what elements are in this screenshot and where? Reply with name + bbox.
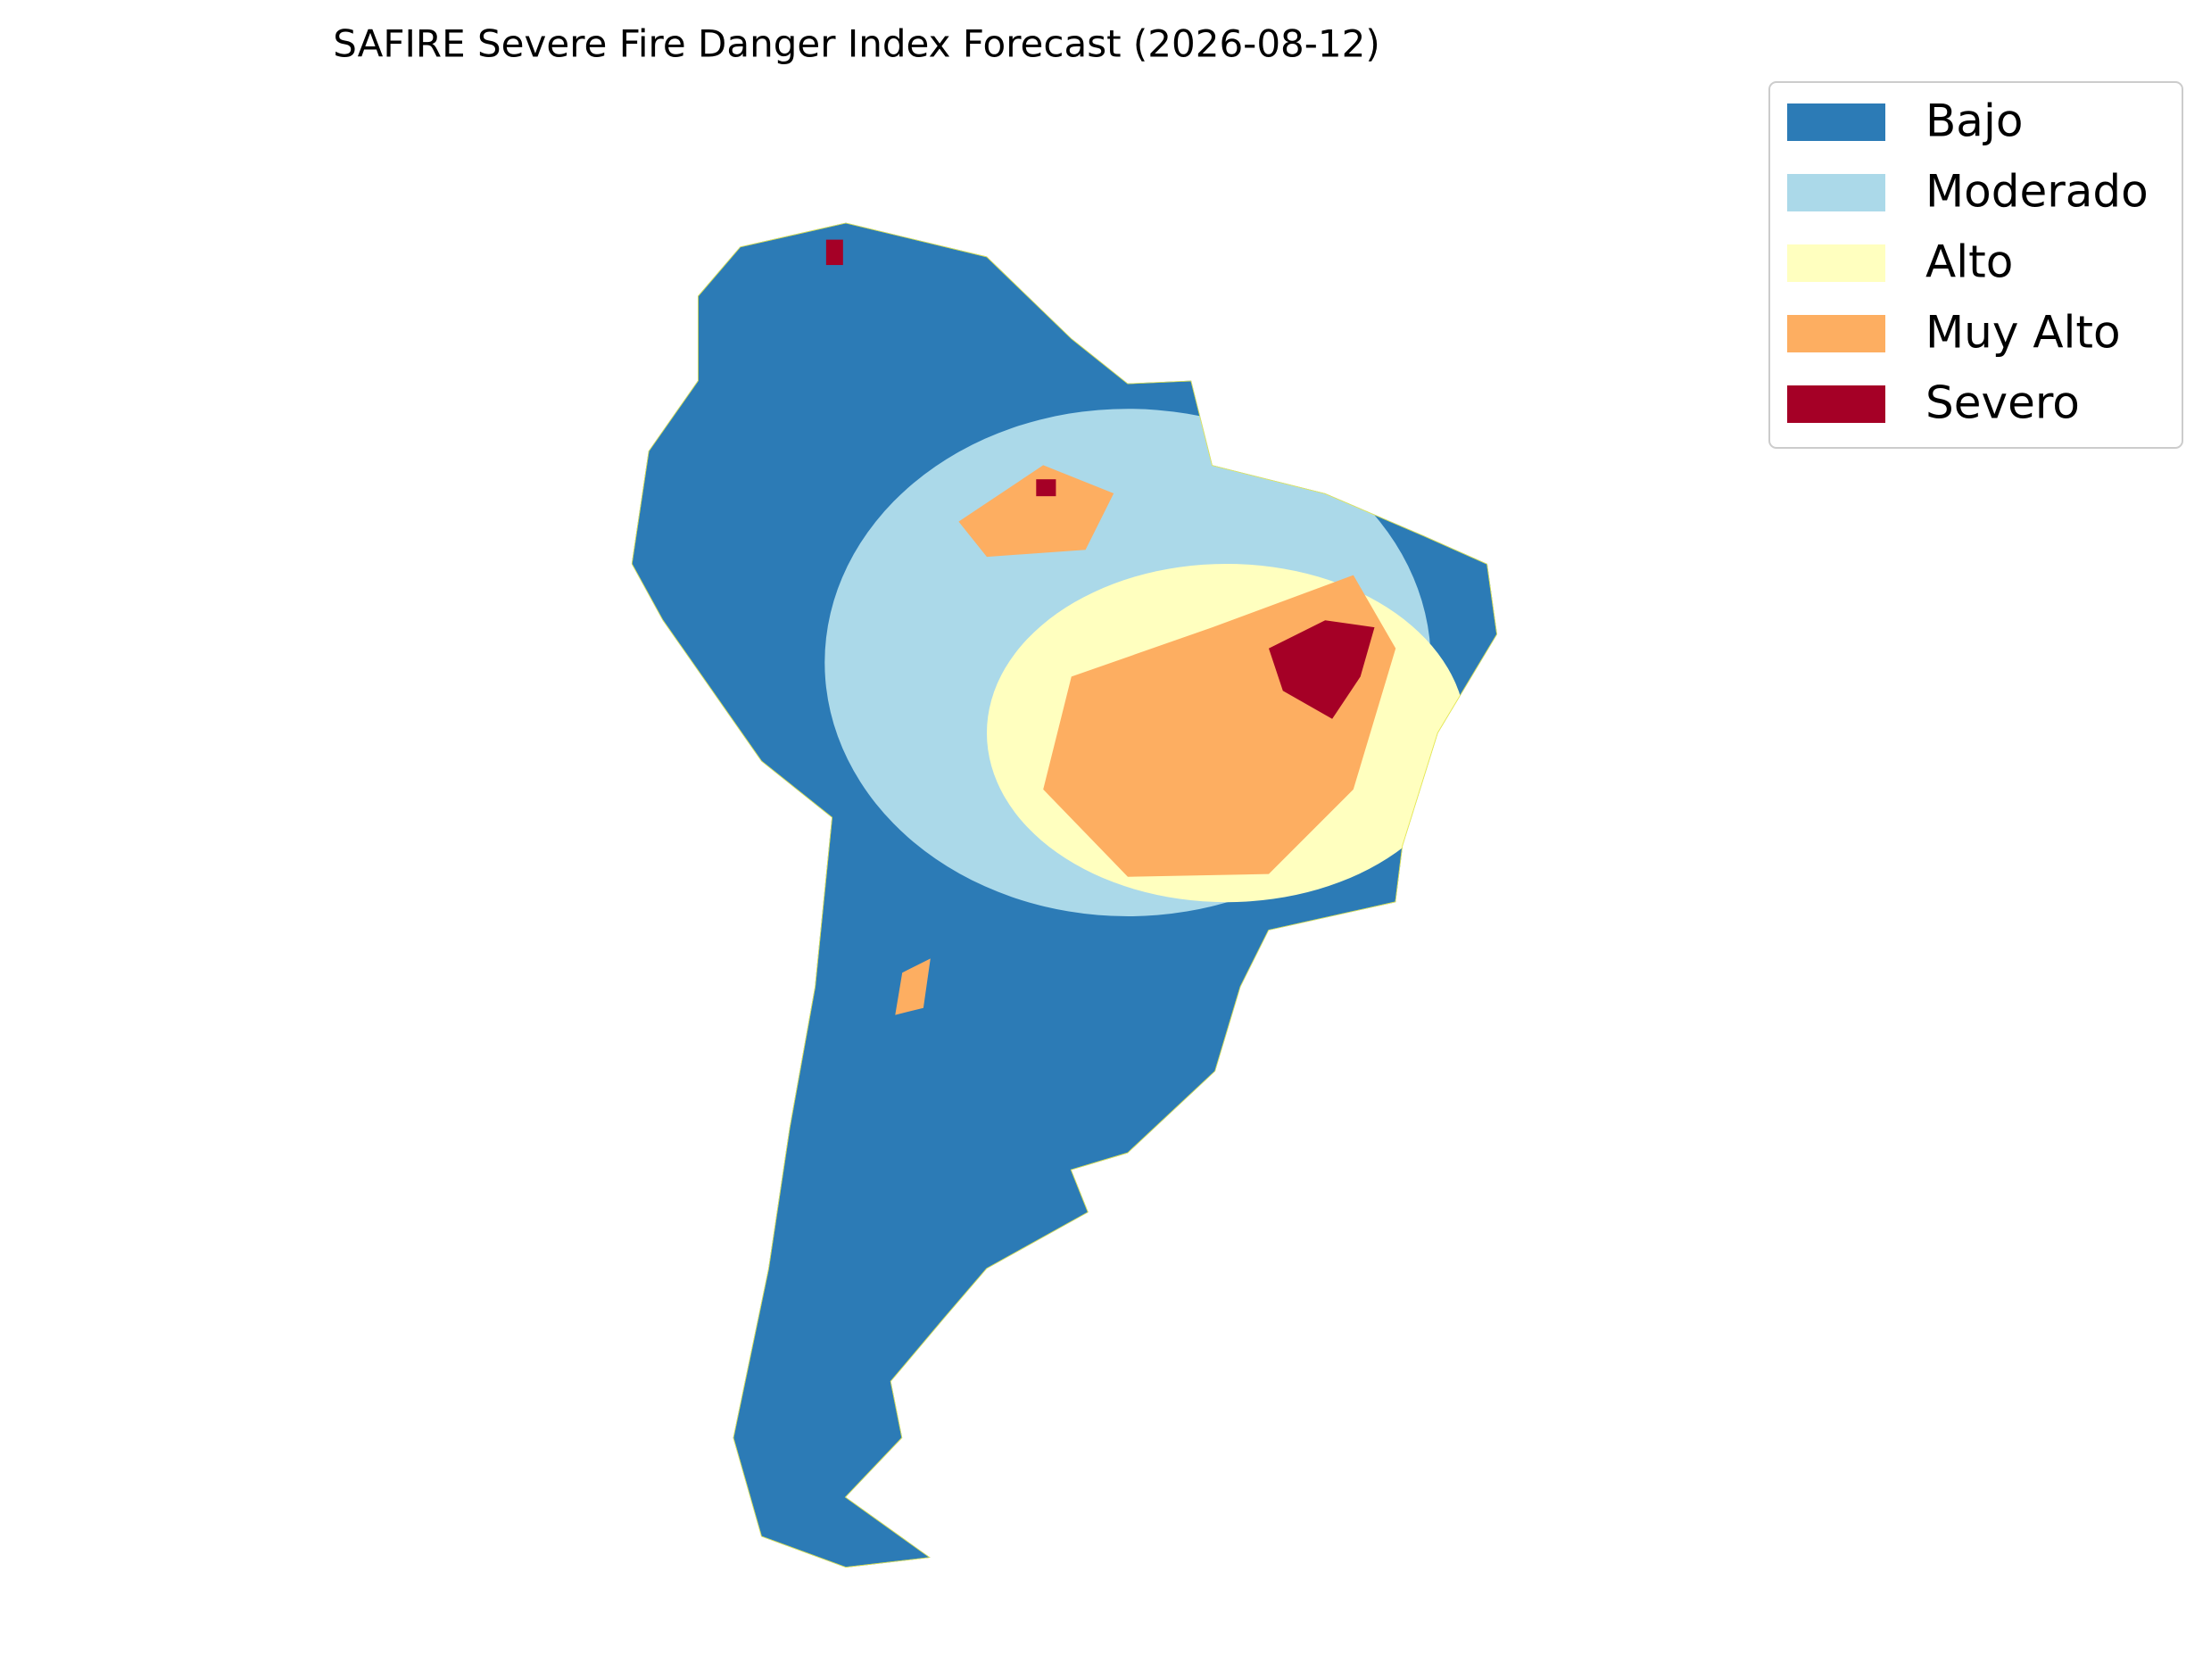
legend-swatch bbox=[1787, 385, 1885, 423]
legend-swatch bbox=[1787, 315, 1885, 352]
legend-label: Severo bbox=[1925, 377, 2080, 429]
map-title: SAFIRE Severe Fire Danger Index Forecast… bbox=[333, 22, 1380, 66]
danger-zone bbox=[1036, 479, 1056, 497]
legend-label: Alto bbox=[1925, 236, 2013, 288]
legend-swatch bbox=[1787, 174, 1885, 211]
danger-zone bbox=[1268, 620, 1375, 719]
map bbox=[631, 222, 1497, 1568]
legend-swatch bbox=[1787, 244, 1885, 282]
danger-zone bbox=[958, 465, 1114, 558]
legend-label: Bajo bbox=[1925, 95, 2023, 147]
danger-zone bbox=[825, 239, 843, 266]
legend-label: Moderado bbox=[1925, 166, 2149, 218]
legend: Bajo Moderado Alto Muy Alto Severo bbox=[1768, 81, 2183, 449]
legend-frame bbox=[1768, 81, 2183, 449]
legend-swatch bbox=[1787, 103, 1885, 141]
danger-zone bbox=[895, 958, 931, 1015]
border bbox=[631, 222, 1497, 1568]
legend-label: Muy Alto bbox=[1925, 307, 2121, 359]
land bbox=[631, 222, 1497, 1568]
